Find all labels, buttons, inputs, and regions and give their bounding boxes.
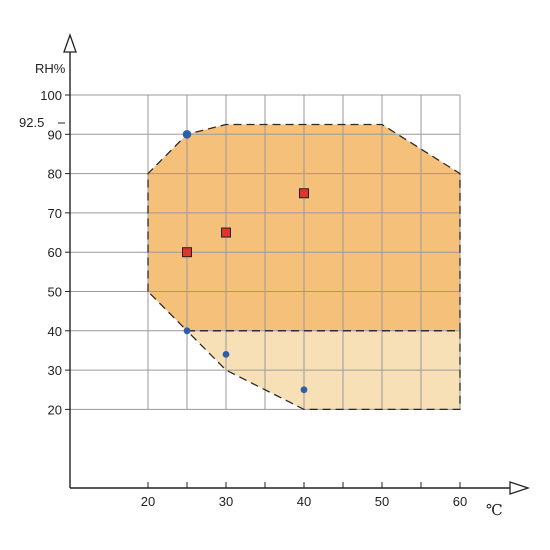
- x-axis-unit-label: ℃: [486, 501, 503, 519]
- y-tick-label: 100: [40, 88, 62, 103]
- circle-marker: [182, 130, 192, 139]
- y-tick-label: 30: [48, 363, 62, 378]
- x-tick-label: 60: [453, 494, 467, 509]
- x-tick-label: 50: [375, 494, 389, 509]
- axes-layer: RH% ℃ 92.5: [19, 33, 531, 519]
- y-axis-label: RH%: [35, 61, 66, 76]
- region-boundary-2: [185, 330, 461, 411]
- x-tick-label: 30: [219, 494, 233, 509]
- boundary-layer: [147, 123, 461, 411]
- x-tick-label: 40: [297, 494, 311, 509]
- y-tick-label: 40: [48, 324, 62, 339]
- y-axis-arrow-icon: [63, 33, 77, 53]
- square-marker: [221, 227, 231, 238]
- x-tick-label: 20: [141, 494, 155, 509]
- marker-layer: [182, 130, 309, 394]
- square-marker: [182, 247, 192, 258]
- y-tick-label: 50: [48, 285, 62, 300]
- x-axis-arrow-icon: [509, 481, 531, 495]
- y-extra-tick-label: 92.5: [19, 115, 44, 130]
- y-tick-label: 70: [48, 206, 62, 221]
- y-tick-label: 20: [48, 402, 62, 417]
- y-tick-label: 80: [48, 167, 62, 182]
- circle-marker: [183, 327, 191, 335]
- y-tick-label: 90: [48, 127, 62, 142]
- circle-marker: [300, 386, 308, 394]
- circle-marker: [222, 350, 230, 358]
- square-marker: [299, 188, 309, 199]
- y-tick-label: 60: [48, 245, 62, 260]
- tick-layer: 20 30 40 50 60 20 30 40 50 60 70 80 90 100: [40, 88, 467, 509]
